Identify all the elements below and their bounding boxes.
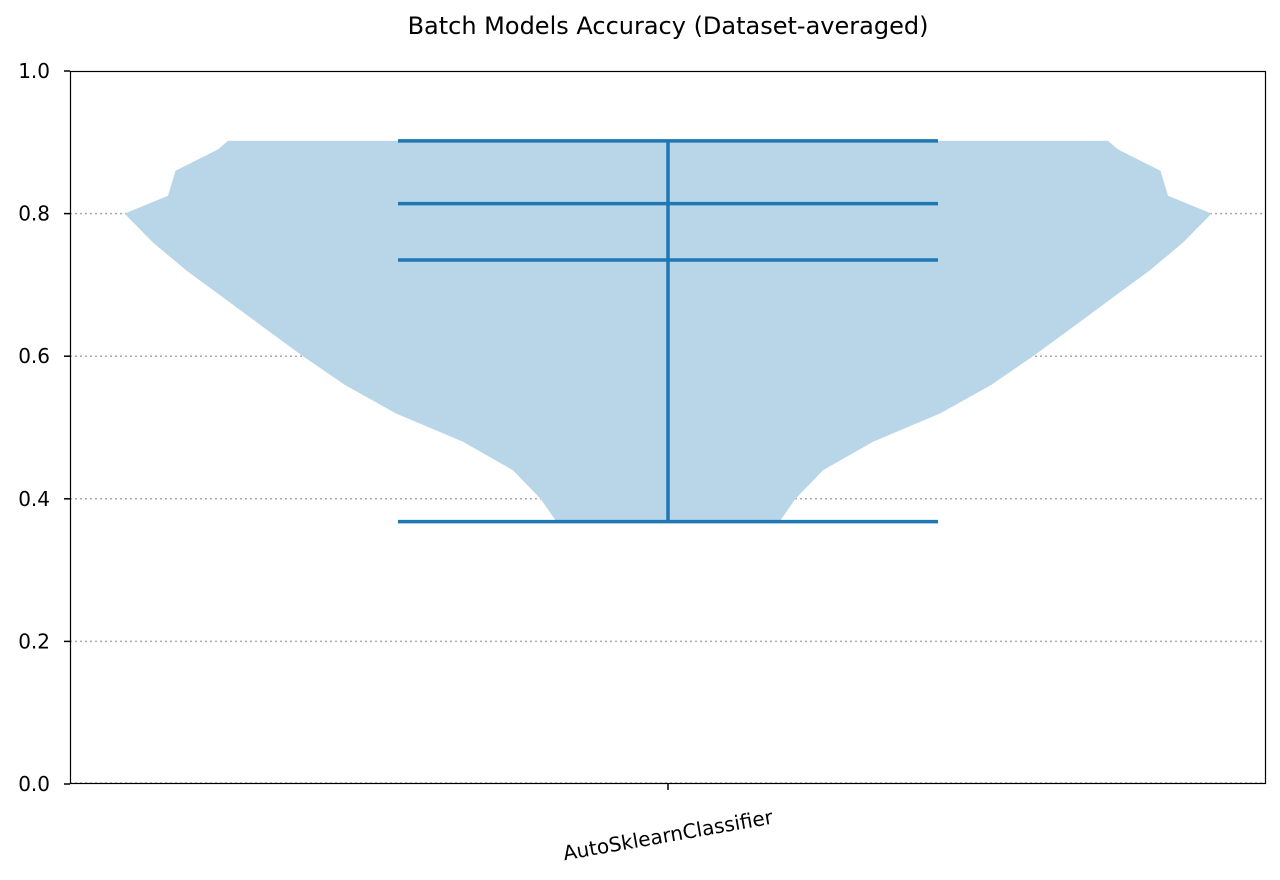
y-tick-label: 0.0 [18,772,50,796]
y-tick-label: 0.6 [18,344,50,368]
chart-title: Batch Models Accuracy (Dataset-averaged) [408,12,929,40]
y-tick-label: 0.2 [18,629,50,653]
y-tick-label: 0.8 [18,202,50,226]
x-category-label: AutoSklearnClassifier [561,805,775,866]
y-axis: 0.0 0.2 0.4 0.6 0.8 1.0 [18,59,70,796]
x-axis: AutoSklearnClassifier [561,784,775,865]
plot-frame [69,70,1267,785]
y-tick-label: 1.0 [18,59,50,83]
y-tick-label: 0.4 [18,487,50,511]
violin-layer [124,139,1212,524]
